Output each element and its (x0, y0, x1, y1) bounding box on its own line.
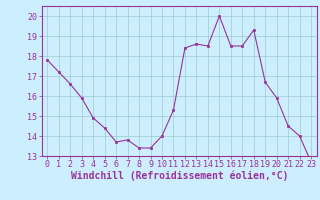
X-axis label: Windchill (Refroidissement éolien,°C): Windchill (Refroidissement éolien,°C) (70, 171, 288, 181)
